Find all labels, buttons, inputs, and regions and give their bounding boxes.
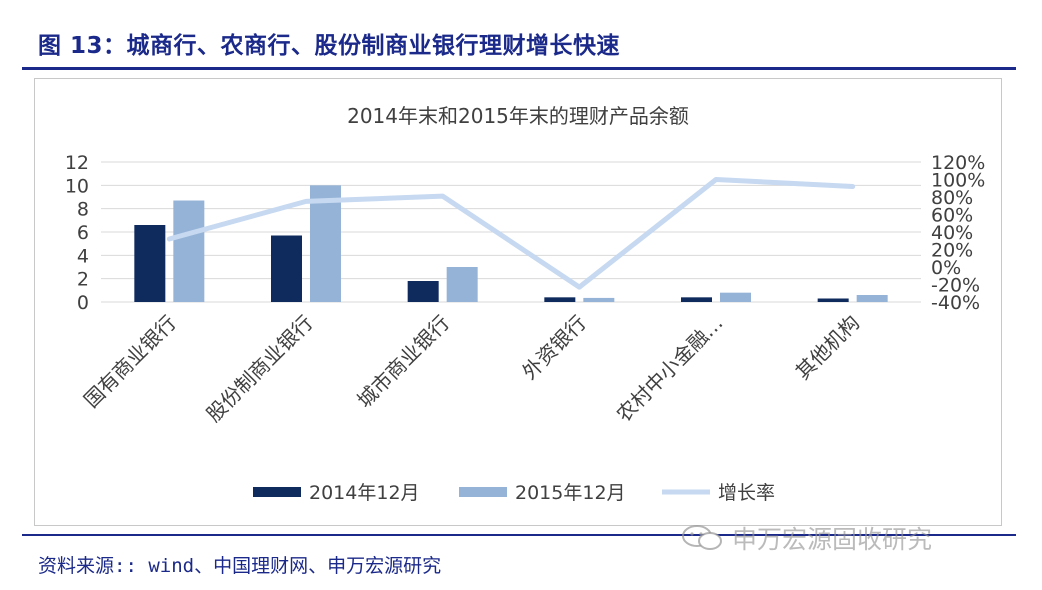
left-tick-label: 6 [77,222,89,244]
category-label: 外资银行 [517,311,591,385]
legend-label: 2014年12月 [309,482,420,504]
growth-point-5 [850,184,855,189]
right-axis-ticks: -40%-20%0%20%40%60%80%100%120% [931,152,985,314]
figure-title: 图 13：城商行、农商行、股份制商业银行理财增长快速 [38,33,621,59]
right-tick-label: -20% [931,275,980,297]
right-tick-label: 80% [931,187,973,209]
right-tick-label: 40% [931,222,973,244]
category-label: 农村中小金融… [612,311,728,427]
watermark: 申万宏源固收研究 [680,520,932,556]
bar-2015-0 [173,200,205,302]
gridlines [101,161,921,303]
legend-swatch [459,487,507,497]
growth-point-2 [440,194,445,199]
category-label: 股份制商业银行 [202,311,318,427]
legend-label: 增长率 [718,482,775,504]
right-tick-label: 100% [931,170,985,192]
category-label: 国有商业银行 [79,311,181,413]
title-rule [22,67,1016,70]
right-tick-label: 0% [931,257,961,279]
category-label: 其他机构 [791,311,865,385]
growth-point-1 [304,199,308,204]
bar-2014-5 [817,298,849,302]
left-tick-label: 4 [77,245,89,267]
legend: 2014年12月 2015年12月 增长率 [253,482,775,504]
watermark-text: 申万宏源固收研究 [732,525,933,554]
right-tick-label: 60% [931,205,973,227]
left-tick-label: 8 [77,199,89,221]
bar-2015-4 [720,292,751,302]
wechat-icon [682,525,722,550]
bar-2015-2 [446,267,478,302]
bars [134,185,888,302]
bar-2015-5 [856,295,888,302]
bar-2015-3 [583,297,615,302]
growth-point-0 [167,237,172,241]
source-note: 资料来源:: wind、中国理财网、申万宏源研究 [38,555,442,577]
legend-swatch [253,487,301,497]
left-tick-label: 10 [65,175,89,197]
left-tick-label: 2 [77,269,89,291]
category-labels: 国有商业银行 股份制商业银行 城市商业银行 外资银行 农村中小金融… 其他机构 [79,311,864,427]
bar-2014-4 [681,297,712,302]
chart-frame: 2014年末和2015年末的理财产品余额 0 2 4 6 8 10 12 -40% -20% 0… [34,78,1002,526]
right-tick-label: -40% [931,292,980,314]
growth-point-3 [577,285,582,290]
growth-rate-line [166,177,856,290]
right-tick-label: 20% [931,240,973,262]
left-tick-label: 12 [65,152,89,174]
bar-2014-3 [544,297,576,302]
legend-label: 2015年12月 [515,482,626,504]
growth-point-4 [714,177,718,182]
bar-2014-0 [134,225,166,302]
chart-title: 2014年末和2015年末的理财产品余额 [347,104,689,128]
bar-2014-1 [271,235,302,302]
category-label: 城市商业银行 [352,311,454,413]
right-tick-label: 120% [931,152,985,174]
bar-2015-1 [310,185,341,302]
left-tick-label: 0 [77,292,89,314]
bar-2014-2 [407,281,439,302]
source-rule [22,534,1016,536]
growth-line [166,177,856,290]
